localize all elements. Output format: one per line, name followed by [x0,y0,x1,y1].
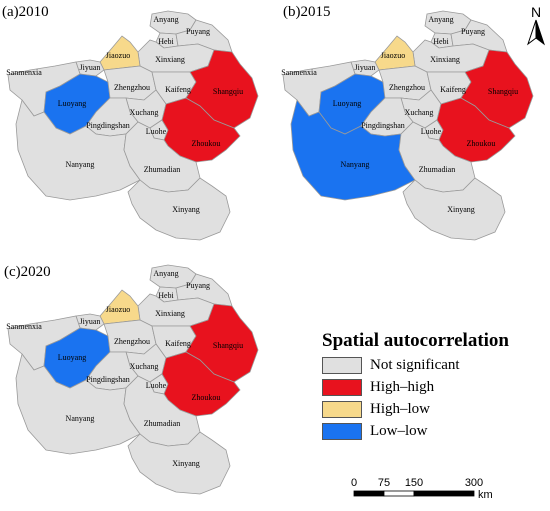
city-label-zhengzhou: Zhengzhou [114,83,150,92]
city-label-pingdingshan: Pingdingshan [86,121,130,130]
legend-item-not-significant: Not significant [322,356,547,374]
city-label-shangqiu: Shangqiu [213,341,243,350]
city-label-xinxiang: Xinxiang [430,55,460,64]
city-label-jiyuan: Jiyuan [80,63,101,72]
legend-title: Spatial autocorrelation [322,330,510,351]
scale-segment [383,490,415,497]
city-label-luoyang: Luoyang [58,99,86,108]
city-label-shangqiu: Shangqiu [488,87,518,96]
north-arrow-left-icon [527,19,537,46]
map-2010: Anyang Hebi Puyang Xinxiang Jiaozuo Jiyuan San… [6,10,259,241]
city-label-xinxiang: Xinxiang [155,309,185,318]
region-zhumadian [398,121,476,193]
north-arrow-right-icon [535,19,545,46]
city-label-kaifeng: Kaifeng [165,339,191,348]
region-zhoukou [436,97,516,163]
legend-swatch-not-significant [322,356,362,374]
scale-unit: km [478,489,493,501]
panel-title-2020: (c)2020 [4,264,51,280]
scale-segment [413,490,475,497]
map-panel-2010: Anyang Hebi Puyang Xinxiang Jiaozuo Jiyuan San… [0,0,275,254]
city-label-anyang: Anyang [153,15,178,24]
region-zhoukou [161,351,241,417]
scale-tick-label: 300 [465,477,483,489]
city-label-zhumadian: Zhumadian [144,419,180,428]
legend-swatch-low-low [322,422,362,440]
panel-title-2010: (a)2010 [2,4,49,20]
scale-tick-label: 0 [351,477,357,489]
city-label-luohe: Luohe [421,127,442,136]
city-label-jiaozuo: Jiaozuo [106,305,130,314]
scale-tick-label: 150 [405,477,423,489]
city-label-zhumadian: Zhumadian [144,165,180,174]
city-label-zhengzhou: Zhengzhou [114,337,150,346]
city-label-puyang: Puyang [186,281,210,290]
legend-swatch-high-high [322,378,362,396]
city-label-xuchang: Xuchang [130,362,159,371]
legend-label: Low–low [370,422,428,439]
city-label-xinyang: Xinyang [172,459,200,468]
map-2015: Anyang Hebi Puyang Xinxiang Jiaozuo Jiyuan San… [281,10,534,241]
city-label-anyang: Anyang [153,269,178,278]
city-label-jiyuan: Jiyuan [355,63,376,72]
city-label-xinyang: Xinyang [172,205,200,214]
region-xinyang [127,431,231,495]
city-label-hebi: Hebi [158,37,174,46]
map-2020: Anyang Hebi Puyang Xinxiang Jiaozuo Jiyuan San… [6,264,259,495]
region-xinyang [402,177,506,241]
city-label-shangqiu: Shangqiu [213,87,243,96]
region-zhumadian [123,121,201,193]
map-panel-2015: Anyang Hebi Puyang Xinxiang Jiaozuo Jiyuan San… [275,0,550,254]
scale-tick-label: 75 [378,477,390,489]
city-label-sanmenxia: Sanmenxia [281,68,317,77]
region-xinyang [127,177,231,241]
legend-item-high-low: High–low [322,400,547,418]
scale-segment [353,490,385,497]
city-label-sanmenxia: Sanmenxia [6,322,42,331]
city-label-pingdingshan: Pingdingshan [86,375,130,384]
city-label-xinxiang: Xinxiang [155,55,185,64]
map-panel-2020: Anyang Hebi Puyang Xinxiang Jiaozuo Jiyuan San… [0,254,275,508]
city-label-luohe: Luohe [146,381,167,390]
city-label-zhoukou: Zhoukou [467,139,496,148]
north-arrow: N [524,4,548,46]
panel-title-2015: (b)2015 [283,4,331,20]
city-label-luohe: Luohe [146,127,167,136]
city-label-sanmenxia: Sanmenxia [6,68,42,77]
city-label-puyang: Puyang [186,27,210,36]
region-zhumadian [123,375,201,447]
city-label-jiyuan: Jiyuan [80,317,101,326]
city-label-zhumadian: Zhumadian [419,165,455,174]
city-label-kaifeng: Kaifeng [165,85,191,94]
city-label-hebi: Hebi [158,291,174,300]
legend-swatch-high-low [322,400,362,418]
city-label-zhoukou: Zhoukou [192,393,221,402]
city-label-luoyang: Luoyang [333,99,361,108]
city-label-puyang: Puyang [461,27,485,36]
city-label-jiaozuo: Jiaozuo [381,51,405,60]
city-label-anyang: Anyang [428,15,453,24]
city-label-luoyang: Luoyang [58,353,86,362]
city-label-pingdingshan: Pingdingshan [361,121,405,130]
legend-item-high-high: High–high [322,378,547,396]
city-label-xuchang: Xuchang [405,108,434,117]
city-label-zhoukou: Zhoukou [192,139,221,148]
legend-label: Not significant [370,356,460,373]
city-label-xinyang: Xinyang [447,205,475,214]
legend-label: High–high [370,378,435,395]
region-zhoukou [161,97,241,163]
city-label-jiaozuo: Jiaozuo [106,51,130,60]
city-label-hebi: Hebi [433,37,449,46]
city-label-nanyang: Nanyang [341,160,370,169]
scale-bar: 0 75 150 300 km [344,476,549,506]
city-label-nanyang: Nanyang [66,414,95,423]
city-label-zhengzhou: Zhengzhou [389,83,425,92]
north-label: N [531,4,541,20]
legend: Spatial autocorrelation Not significant … [322,330,547,440]
legend-label: High–low [370,400,430,417]
city-label-nanyang: Nanyang [66,160,95,169]
city-label-xuchang: Xuchang [130,108,159,117]
city-label-kaifeng: Kaifeng [440,85,466,94]
legend-item-low-low: Low–low [322,422,547,440]
